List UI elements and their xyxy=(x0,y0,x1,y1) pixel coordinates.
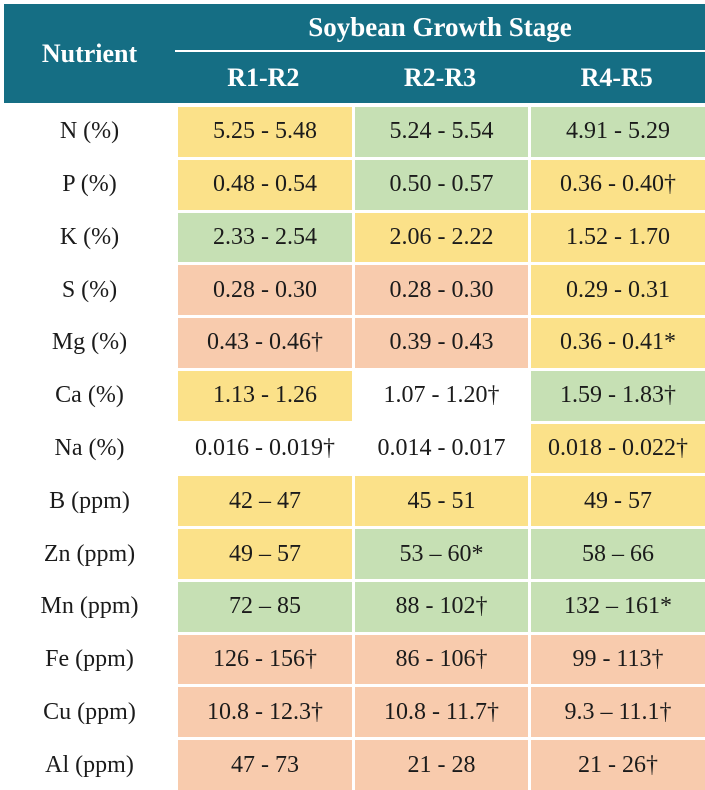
value-cell: 0.018 - 0.022† xyxy=(531,423,705,474)
value-cell: 49 - 57 xyxy=(531,476,705,527)
value-cell: 132 – 161* xyxy=(531,581,705,632)
value-cell: 0.016 - 0.019† xyxy=(178,423,352,474)
value-cell: 72 – 85 xyxy=(178,581,352,632)
table-row-p: P (%) 0.48 - 0.54 0.50 - 0.57 0.36 - 0.4… xyxy=(4,159,705,210)
nutrient-name: Fe (ppm) xyxy=(4,634,175,685)
value-cell: 1.07 - 1.20† xyxy=(355,370,528,421)
table-header: Nutrient Soybean Growth Stage R1-R2 R2-R… xyxy=(4,4,705,103)
nutrient-name: K (%) xyxy=(4,212,175,263)
table-row-n: N (%) 5.25 - 5.48 5.24 - 5.54 4.91 - 5.2… xyxy=(4,107,705,157)
table-row-fe: Fe (ppm) 126 - 156† 86 - 106† 99 - 113† xyxy=(4,634,705,685)
nutrient-name: Mg (%) xyxy=(4,318,175,368)
value-cell: 45 - 51 xyxy=(355,476,528,527)
value-cell: 0.39 - 0.43 xyxy=(355,318,528,368)
nutrient-name: P (%) xyxy=(4,159,175,210)
nutrient-name: Na (%) xyxy=(4,423,175,474)
table-row-zn: Zn (ppm) 49 – 57 53 – 60* 58 – 66 xyxy=(4,529,705,579)
value-cell: 0.29 - 0.31 xyxy=(531,265,705,316)
value-cell: 49 – 57 xyxy=(178,529,352,579)
nutrient-name: Mn (ppm) xyxy=(4,581,175,632)
table-row-k: K (%) 2.33 - 2.54 2.06 - 2.22 1.52 - 1.7… xyxy=(4,212,705,263)
value-cell: 53 – 60* xyxy=(355,529,528,579)
value-cell: 99 - 113† xyxy=(531,634,705,685)
nutrient-name: B (ppm) xyxy=(4,476,175,527)
value-cell: 126 - 156† xyxy=(178,634,352,685)
table-row-mg: Mg (%) 0.43 - 0.46† 0.39 - 0.43 0.36 - 0… xyxy=(4,318,705,368)
nutrient-name: Zn (ppm) xyxy=(4,529,175,579)
nutrient-name: Ca (%) xyxy=(4,370,175,421)
growth-stage-group-label: Soybean Growth Stage xyxy=(308,11,572,42)
value-cell: 42 – 47 xyxy=(178,476,352,527)
value-cell: 0.43 - 0.46† xyxy=(178,318,352,368)
stage-column-header-r1-r2: R1-R2 xyxy=(227,62,300,92)
value-cell: 5.24 - 5.54 xyxy=(355,107,528,157)
value-cell: 0.50 - 0.57 xyxy=(355,159,528,210)
value-cell: 2.33 - 2.54 xyxy=(178,212,352,263)
value-cell: 21 - 28 xyxy=(355,740,528,790)
value-cell: 47 - 73 xyxy=(178,740,352,790)
value-cell: 0.36 - 0.40† xyxy=(531,159,705,210)
table-row-b: B (ppm) 42 – 47 45 - 51 49 - 57 xyxy=(4,476,705,527)
value-cell: 5.25 - 5.48 xyxy=(178,107,352,157)
table-row-cu: Cu (ppm) 10.8 - 12.3† 10.8 - 11.7† 9.3 –… xyxy=(4,687,705,738)
nutrient-name: N (%) xyxy=(4,107,175,157)
nutrient-name: S (%) xyxy=(4,265,175,316)
value-cell: 0.36 - 0.41* xyxy=(531,318,705,368)
nutrient-name: Al (ppm) xyxy=(4,740,175,790)
table-row-s: S (%) 0.28 - 0.30 0.28 - 0.30 0.29 - 0.3… xyxy=(4,265,705,316)
value-cell: 10.8 - 12.3† xyxy=(178,687,352,738)
value-cell: 1.59 - 1.83† xyxy=(531,370,705,421)
value-cell: 21 - 26† xyxy=(531,740,705,790)
value-cell: 1.13 - 1.26 xyxy=(178,370,352,421)
value-cell: 0.28 - 0.30 xyxy=(178,265,352,316)
value-cell: 0.28 - 0.30 xyxy=(355,265,528,316)
value-cell: 1.52 - 1.70 xyxy=(531,212,705,263)
value-cell: 9.3 – 11.1† xyxy=(531,687,705,738)
value-cell: 0.014 - 0.017 xyxy=(355,423,528,474)
value-cell: 88 - 102† xyxy=(355,581,528,632)
nutrient-column-header: Nutrient xyxy=(41,38,138,68)
growth-stage-header-group: Soybean Growth Stage R1-R2 R2-R3 R4-R5 xyxy=(175,4,705,103)
table-row-na: Na (%) 0.016 - 0.019† 0.014 - 0.017 0.01… xyxy=(4,423,705,474)
table-row-mn: Mn (ppm) 72 – 85 88 - 102† 132 – 161* xyxy=(4,581,705,632)
value-cell: 86 - 106† xyxy=(355,634,528,685)
value-cell: 2.06 - 2.22 xyxy=(355,212,528,263)
table-row-ca: Ca (%) 1.13 - 1.26 1.07 - 1.20† 1.59 - 1… xyxy=(4,370,705,421)
value-cell: 0.48 - 0.54 xyxy=(178,159,352,210)
header-underline xyxy=(175,50,705,52)
stage-column-header-r4-r5: R4-R5 xyxy=(580,62,653,92)
value-cell: 4.91 - 5.29 xyxy=(531,107,705,157)
stage-column-header-r2-r3: R2-R3 xyxy=(403,62,477,92)
stage-column-headers: R1-R2 R2-R3 R4-R5 xyxy=(175,52,705,103)
value-cell: 10.8 - 11.7† xyxy=(355,687,528,738)
table-body: N (%) 5.25 - 5.48 5.24 - 5.54 4.91 - 5.2… xyxy=(4,107,705,790)
nutrient-name: Cu (ppm) xyxy=(4,687,175,738)
table-row-al: Al (ppm) 47 - 73 21 - 28 21 - 26† xyxy=(4,740,705,790)
value-cell: 58 – 66 xyxy=(531,529,705,579)
